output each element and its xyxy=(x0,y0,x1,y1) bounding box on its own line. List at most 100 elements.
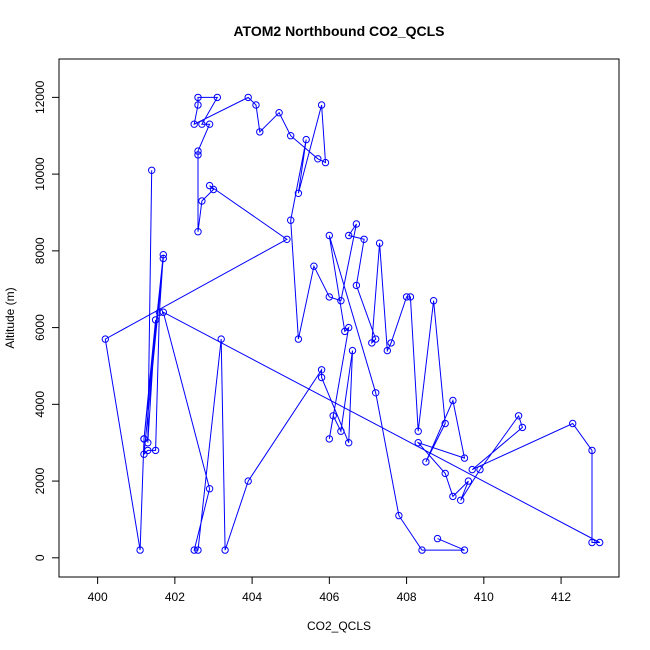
data-point xyxy=(205,120,214,128)
data-point xyxy=(345,231,353,240)
x-tick-label: 400 xyxy=(88,590,108,604)
data-point xyxy=(252,101,260,109)
y-tick-label: 2000 xyxy=(33,467,47,494)
data-point xyxy=(217,335,225,343)
data-point xyxy=(345,323,353,332)
data-point xyxy=(514,412,523,420)
data-point xyxy=(414,427,422,435)
data-point xyxy=(317,101,326,109)
data-point xyxy=(588,538,596,547)
data-point xyxy=(136,546,144,554)
data-point xyxy=(287,132,295,140)
series-layer xyxy=(104,96,600,551)
y-axis: 0 2000 4000 6000 8000 10000 12000 xyxy=(33,80,59,561)
data-point xyxy=(205,485,214,493)
data-point xyxy=(283,235,291,244)
data-point xyxy=(406,293,415,301)
data-point xyxy=(190,546,198,554)
data-point xyxy=(360,235,368,244)
data-point xyxy=(256,128,264,136)
data-point xyxy=(345,439,353,447)
data-point xyxy=(596,538,604,547)
data-point xyxy=(337,297,345,305)
data-point xyxy=(352,281,361,290)
data-point xyxy=(194,101,202,109)
data-point xyxy=(372,389,380,397)
data-point xyxy=(151,446,160,455)
data-point xyxy=(244,477,252,485)
data-point xyxy=(329,412,337,420)
data-point xyxy=(422,458,430,466)
data-point xyxy=(194,546,202,554)
data-point xyxy=(209,185,218,194)
chart-title: ATOM2 Northbound CO2_QCLS xyxy=(233,23,444,39)
y-tick-label: 8000 xyxy=(33,237,47,264)
data-point xyxy=(372,335,380,343)
data-point xyxy=(395,511,403,520)
data-point xyxy=(402,293,411,301)
data-point xyxy=(337,427,345,435)
x-tick-label: 412 xyxy=(551,590,571,604)
data-point xyxy=(213,93,222,102)
data-point xyxy=(244,93,252,102)
y-axis-label: Altitude (m) xyxy=(3,287,17,348)
data-point xyxy=(518,423,527,432)
x-tick-label: 408 xyxy=(397,590,417,604)
data-point xyxy=(457,496,465,504)
x-axis: 400 402 404 406 408 410 412 xyxy=(88,577,571,604)
data-point xyxy=(464,477,473,485)
x-tick-label: 404 xyxy=(242,590,262,604)
data-point xyxy=(144,439,152,447)
data-point xyxy=(325,231,333,240)
data-point xyxy=(348,346,357,355)
data-point xyxy=(476,465,484,474)
x-tick-label: 402 xyxy=(165,590,185,604)
points-layer xyxy=(101,93,604,554)
data-point xyxy=(387,339,395,347)
data-point xyxy=(101,335,110,343)
y-tick-label: 4000 xyxy=(33,391,47,418)
data-point xyxy=(325,293,333,301)
data-point xyxy=(144,446,152,455)
data-point xyxy=(449,396,457,405)
y-tick-label: 12000 xyxy=(33,80,47,114)
data-point xyxy=(569,419,577,428)
data-point xyxy=(317,373,326,382)
data-point xyxy=(317,366,326,374)
data-point xyxy=(352,220,361,228)
data-point xyxy=(383,346,391,355)
y-tick-label: 10000 xyxy=(33,157,47,191)
x-tick-label: 410 xyxy=(474,590,494,604)
data-point xyxy=(198,120,206,128)
data-point xyxy=(341,327,349,336)
data-point xyxy=(414,439,422,447)
data-point xyxy=(159,308,168,316)
plot-frame xyxy=(58,58,620,578)
series-line xyxy=(104,96,600,551)
data-point xyxy=(151,316,160,324)
data-point xyxy=(310,262,318,270)
y-tick-label: 0 xyxy=(33,554,47,561)
data-point xyxy=(294,189,303,198)
data-point xyxy=(368,339,376,347)
data-point xyxy=(321,158,330,167)
data-point xyxy=(588,446,596,455)
data-point xyxy=(140,435,148,443)
x-axis-label: CO2_QCLS xyxy=(307,619,371,633)
data-point xyxy=(325,435,333,443)
data-point xyxy=(190,120,198,128)
data-point xyxy=(198,197,206,205)
data-point xyxy=(155,308,164,316)
data-point xyxy=(314,155,322,163)
data-point xyxy=(294,335,303,343)
data-point xyxy=(460,546,469,554)
data-point xyxy=(441,419,449,428)
data-point xyxy=(287,216,295,224)
data-point xyxy=(433,534,442,543)
data-point xyxy=(221,546,229,554)
data-point xyxy=(460,454,469,462)
data-point xyxy=(148,166,156,175)
data-point xyxy=(194,147,202,155)
data-point xyxy=(429,297,438,305)
